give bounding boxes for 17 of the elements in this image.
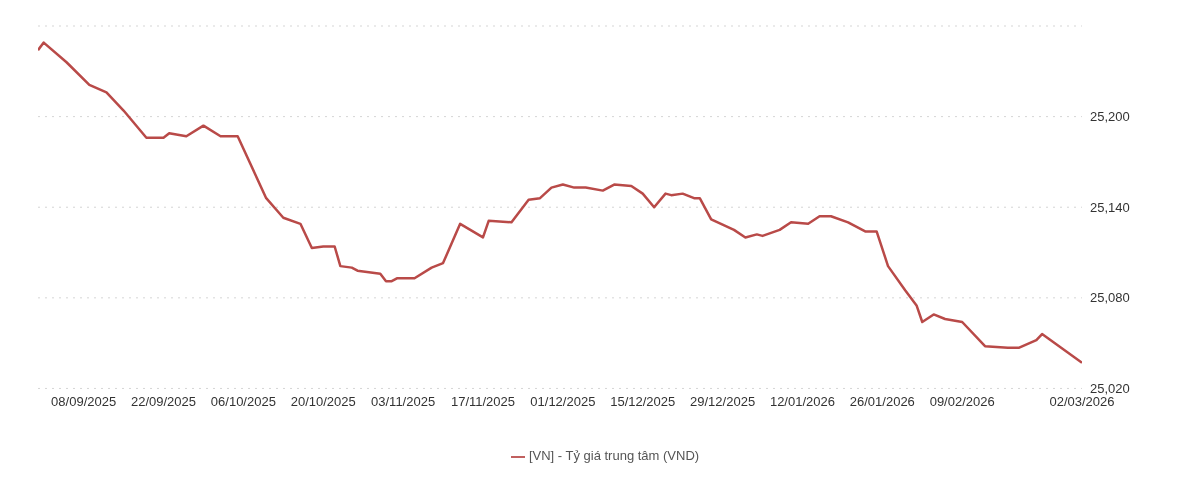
y-tick-label: 25,080 <box>1090 290 1130 306</box>
x-tick-label: 26/01/2026 <box>849 393 915 409</box>
y-tick-label: 25,140 <box>1090 199 1130 215</box>
legend-label: [VN] - Tỷ giá trung tâm (VND) <box>528 448 700 464</box>
x-tick-label: 09/02/2026 <box>929 393 995 409</box>
x-tick-label: 03/11/2025 <box>371 393 436 409</box>
x-tick-label: 12/01/2026 <box>769 393 835 409</box>
y-tick-label: 25,200 <box>1090 109 1130 125</box>
x-tick-label: 15/12/2025 <box>610 393 676 409</box>
x-tick-label: 20/10/2025 <box>290 393 356 409</box>
x-tick-label: 17/11/2025 <box>450 393 516 409</box>
x-tick-label: 06/10/2025 <box>210 393 276 409</box>
line-series <box>38 41 1082 365</box>
x-tick-label: 22/09/2025 <box>130 393 197 409</box>
x-tick-label: 29/12/2025 <box>690 393 756 409</box>
x-tick-label: 01/12/2025 <box>530 393 596 409</box>
x-tick-label: 08/09/2025 <box>51 393 117 409</box>
